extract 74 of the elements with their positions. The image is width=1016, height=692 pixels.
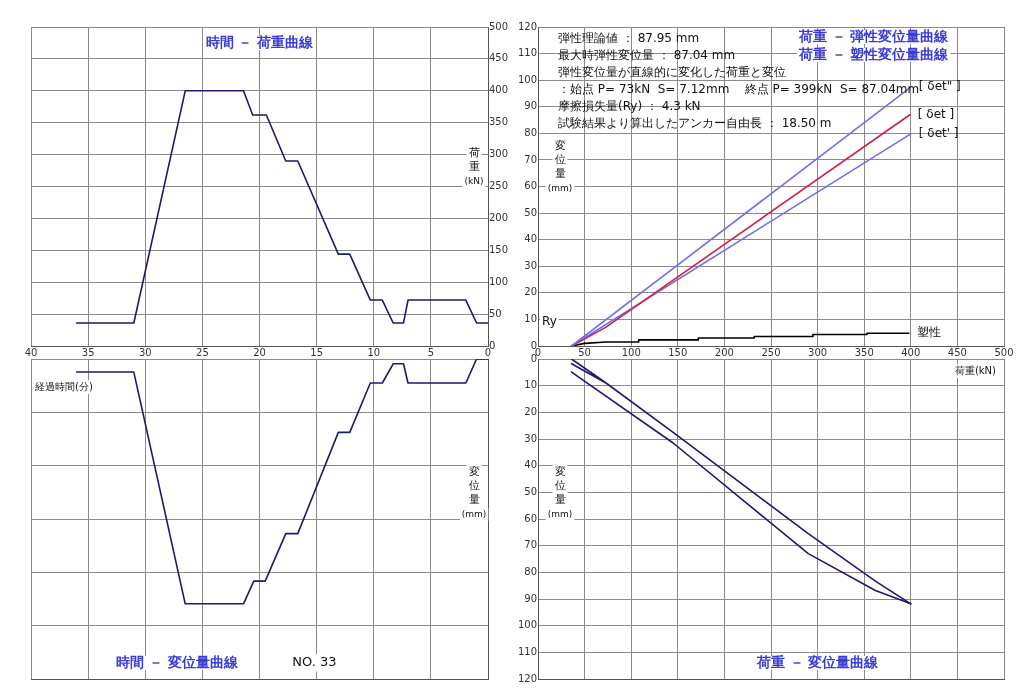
y-tick-label: 100 [489, 275, 509, 287]
y-tick-label: 110 [517, 645, 537, 657]
annotation: 試験結果より算出したアンカー自由長 ： 18.50 m [558, 116, 832, 131]
series-label: [ δet ] [917, 106, 955, 121]
text: 荷重 － 塑性変位量曲線 [797, 45, 950, 62]
x-tick-label: 20 [253, 346, 266, 358]
y-tick-label: 120 [517, 20, 537, 32]
y-tick-label: 110 [517, 47, 537, 59]
y-tick-label: 70 [524, 153, 537, 165]
y-tick-label: 80 [524, 126, 537, 138]
y-tick-label: 40 [524, 233, 537, 245]
y-tick-label: 60 [524, 512, 537, 524]
annotation: 最大時弾性変位量 ： 87.04 mm [558, 48, 736, 63]
annotation: 摩擦損失量(Ry) ： 4.3 kN [558, 99, 701, 114]
y-tick-label: 40 [524, 459, 537, 471]
text: 時間 － 荷重曲線 [205, 33, 315, 50]
x-tick-label: 40 [24, 346, 38, 358]
x-axis-title: 経過時間(分) [34, 380, 93, 392]
x-tick-label: 250 [761, 346, 781, 358]
x-tick-label: 450 [947, 346, 967, 358]
y-tick-label: 250 [489, 180, 509, 192]
series-label: [ δet' ] [918, 125, 959, 140]
y-tick-label: 120 [517, 672, 537, 684]
x-tick-label: 150 [668, 346, 688, 358]
text: 荷重 － 変位量曲線 [755, 653, 880, 670]
y-tick-label: 60 [524, 180, 537, 192]
y-tick-label: 200 [489, 211, 509, 223]
chart-title: 荷重 － 弾性変位量曲線 [797, 27, 950, 44]
y-tick-label: 90 [524, 100, 537, 112]
annotation: NO. 33 [292, 654, 337, 670]
x-tick-label: 50 [578, 346, 591, 358]
annotation: 弾性変位量が直線的に変化した荷重と変位 [558, 65, 786, 80]
y-tick-label: 90 [524, 592, 537, 604]
y-tick-label: 100 [517, 73, 537, 85]
annotation: 弾性理論値 ： 87.95 mm [558, 31, 700, 46]
x-tick-label: 200 [714, 346, 734, 358]
y-tick-label: 10 [524, 379, 537, 391]
series-label: 塑性 [916, 325, 941, 340]
x-tick-label: 5 [427, 346, 435, 358]
x-tick-label: 15 [310, 346, 323, 358]
x-axis-title: 荷重(kN) [954, 364, 997, 376]
y-tick-label: 400 [489, 84, 509, 96]
x-tick-label: 400 [901, 346, 921, 358]
y-tick-label: 30 [524, 432, 537, 444]
y-tick-label: 50 [524, 485, 537, 497]
y-tick-label: 350 [489, 116, 509, 128]
y-tick-label: 450 [489, 52, 509, 64]
y-tick-label: 300 [489, 148, 509, 160]
y-axis-title: 変位量(mm) [547, 465, 573, 519]
x-tick-label: 350 [854, 346, 874, 358]
x-tick-label: 10 [367, 346, 381, 358]
annotation: Ry [542, 314, 557, 329]
text: 時間 － 変位量曲線 [116, 653, 240, 670]
x-tick-label: 500 [994, 346, 1014, 358]
y-axis-title: 変位量(mm) [461, 465, 487, 519]
x-tick-label: 30 [138, 346, 152, 358]
y-tick-label: 10 [524, 313, 537, 325]
x-tick-label: 300 [808, 346, 828, 358]
x-tick-label: 35 [81, 346, 95, 358]
y-axis-title: 荷重(kN) [464, 146, 484, 186]
y-tick-label: 30 [524, 259, 537, 271]
y-tick-label: 20 [524, 286, 537, 298]
y-tick-label: 500 [489, 20, 509, 32]
y-tick-label: 20 [524, 405, 537, 417]
y-tick-label: 100 [517, 619, 537, 631]
x-tick-label: 25 [196, 346, 209, 358]
y-tick-label: 80 [524, 565, 537, 577]
y-tick-label: 50 [524, 206, 537, 218]
series-label: [ δet" ] [918, 79, 961, 94]
y-tick-label: 150 [489, 243, 509, 255]
x-tick-label: 100 [621, 346, 641, 358]
y-axis-title: 変位量(mm) [547, 139, 573, 193]
y-tick-label: 70 [524, 539, 537, 551]
y-tick-label: 50 [489, 307, 502, 319]
